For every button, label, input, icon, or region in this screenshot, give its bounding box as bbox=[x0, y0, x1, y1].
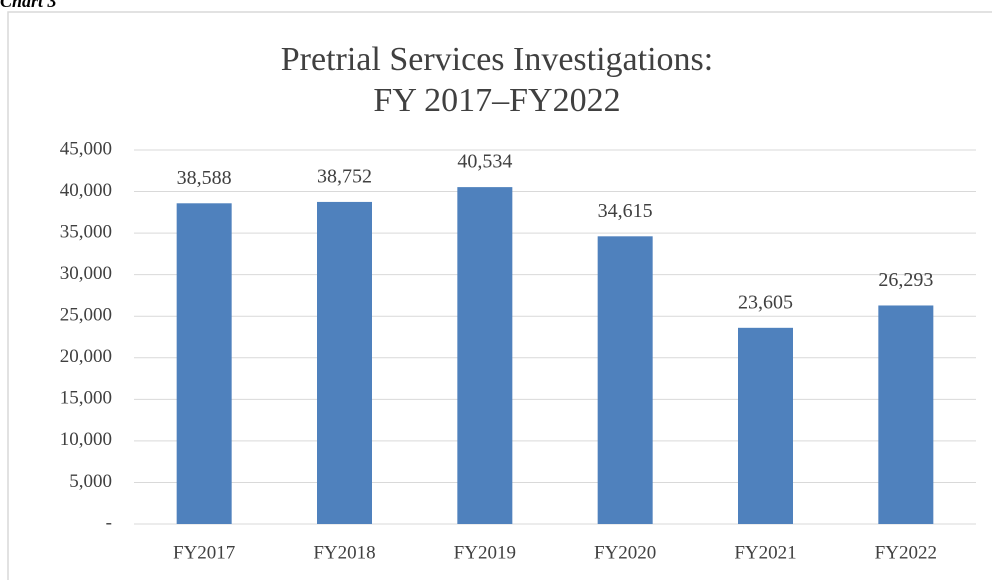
y-tick-label: 25,000 bbox=[60, 305, 112, 326]
bar bbox=[597, 236, 653, 524]
y-tick-label: 5,000 bbox=[69, 471, 112, 492]
y-tick-label: 30,000 bbox=[60, 263, 112, 284]
data-label: 38,752 bbox=[317, 166, 372, 188]
chart-title: FY 2017–FY2022 bbox=[373, 82, 620, 119]
x-tick-label: FY2020 bbox=[594, 542, 656, 563]
x-tick-label: FY2018 bbox=[313, 542, 375, 563]
y-tick-label: 10,000 bbox=[60, 429, 112, 450]
y-tick-label: 35,000 bbox=[60, 221, 112, 242]
y-tick-label: 15,000 bbox=[60, 388, 112, 409]
y-tick-label: 40,000 bbox=[60, 180, 112, 201]
y-tick-label: 45,000 bbox=[60, 138, 112, 159]
data-label: 34,615 bbox=[598, 200, 653, 222]
bar bbox=[317, 201, 372, 524]
data-label: 38,588 bbox=[177, 167, 232, 189]
x-tick-label: FY2021 bbox=[734, 542, 796, 563]
bar bbox=[878, 305, 934, 524]
y-tick-label: 20,000 bbox=[60, 346, 112, 367]
bar bbox=[738, 327, 793, 524]
data-label: 26,293 bbox=[878, 269, 933, 291]
y-tick-label: - bbox=[106, 512, 112, 533]
x-tick-label: FY2017 bbox=[173, 542, 235, 563]
chart-border bbox=[7, 11, 992, 580]
x-tick-label: FY2019 bbox=[454, 542, 516, 563]
bar bbox=[457, 187, 513, 524]
chart-caption: Chart 3 bbox=[0, 0, 57, 11]
x-tick-label: FY2022 bbox=[875, 542, 937, 563]
data-label: 40,534 bbox=[457, 151, 512, 173]
chart-title: Pretrial Services Investigations: bbox=[281, 41, 713, 78]
data-label: 23,605 bbox=[738, 291, 793, 313]
bar bbox=[176, 203, 232, 525]
